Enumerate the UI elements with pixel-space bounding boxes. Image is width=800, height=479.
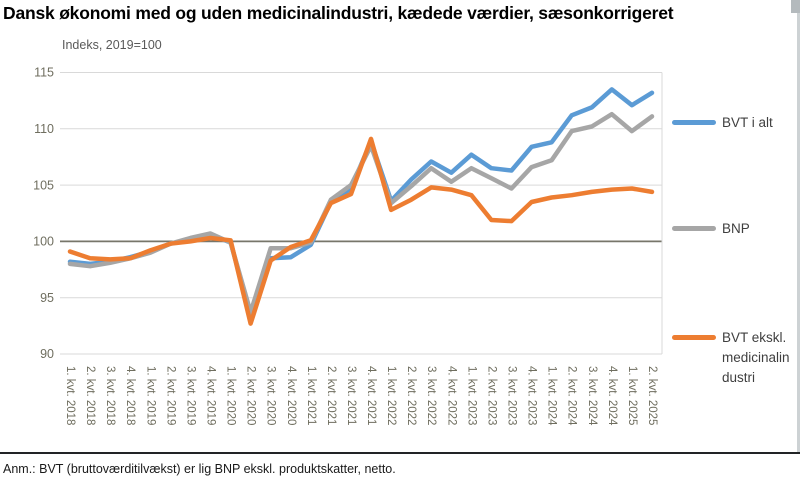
x-tick-label: 1. kvt. 2025 — [626, 366, 638, 425]
x-tick-label: 3. kvt. 2021 — [345, 366, 357, 425]
x-tick-label: 1. kvt. 2018 — [64, 366, 76, 425]
x-tick-label: 4. kvt. 2018 — [124, 366, 136, 425]
x-tick-label: 2. kvt. 2020 — [245, 366, 257, 425]
x-tick-label: 4. kvt. 2022 — [445, 366, 457, 425]
y-tick-label: 115 — [34, 66, 54, 80]
x-tick-label: 3. kvt. 2019 — [184, 366, 196, 425]
x-tick-label: 2. kvt. 2024 — [566, 366, 578, 426]
x-tick-label: 2. kvt. 2021 — [325, 366, 337, 425]
x-tick-label: 4. kvt. 2024 — [606, 366, 618, 426]
x-tick-label: 4. kvt. 2020 — [285, 366, 297, 425]
series-line-bnp — [67, 111, 655, 315]
series-line-bvt-ekskl-medicinalindustri — [67, 136, 655, 326]
y-tick-label: 100 — [33, 235, 54, 249]
x-tick-label: 3. kvt. 2022 — [425, 366, 437, 425]
x-tick-label: 4. kvt. 2023 — [526, 366, 538, 425]
chart-title: Dansk økonomi med og uden medicinalindus… — [3, 3, 674, 23]
x-tick-label: 1. kvt. 2021 — [305, 366, 317, 425]
x-tick-label: 4. kvt. 2019 — [205, 366, 217, 425]
y-tick-label: 95 — [40, 291, 54, 305]
footnote-divider — [0, 452, 800, 454]
y-tick-label: 90 — [40, 347, 54, 361]
series-line-bvt-i-alt — [67, 87, 655, 317]
window-edge-corner — [791, 0, 800, 13]
x-tick-label: 2. kvt. 2019 — [164, 366, 176, 425]
x-tick-label: 1. kvt. 2019 — [144, 366, 156, 425]
x-tick-label: 2. kvt. 2022 — [405, 366, 417, 425]
x-tick-label: 1. kvt. 2023 — [465, 366, 477, 425]
y-tick-label: 110 — [34, 122, 54, 136]
x-tick-label: 3. kvt. 2023 — [506, 366, 518, 425]
x-tick-label: 1. kvt. 2022 — [385, 366, 397, 425]
x-tick-label: 1. kvt. 2024 — [546, 366, 558, 426]
x-tick-label: 3. kvt. 2024 — [586, 366, 598, 426]
window-edge — [797, 0, 800, 452]
y-tick-label: 105 — [33, 178, 54, 192]
x-tick-label: 4. kvt. 2021 — [365, 366, 377, 425]
axis-unit-label: Indeks, 2019=100 — [62, 38, 162, 52]
x-tick-label: 3. kvt. 2018 — [104, 366, 116, 425]
footnote-text: Anm.: BVT (bruttoværditilvækst) er lig B… — [3, 462, 396, 476]
x-tick-label: 2. kvt. 2023 — [485, 366, 497, 425]
x-tick-label: 2. kvt. 2025 — [646, 366, 658, 425]
line-chart-canvas: 90 95 100 105 110 115 1. kvt. 2018 2. kvt. 2018… — [33, 66, 663, 426]
x-tick-label: 2. kvt. 2018 — [84, 366, 96, 425]
x-tick-label: 3. kvt. 2020 — [265, 366, 277, 425]
x-tick-label: 1. kvt. 2020 — [225, 366, 237, 425]
